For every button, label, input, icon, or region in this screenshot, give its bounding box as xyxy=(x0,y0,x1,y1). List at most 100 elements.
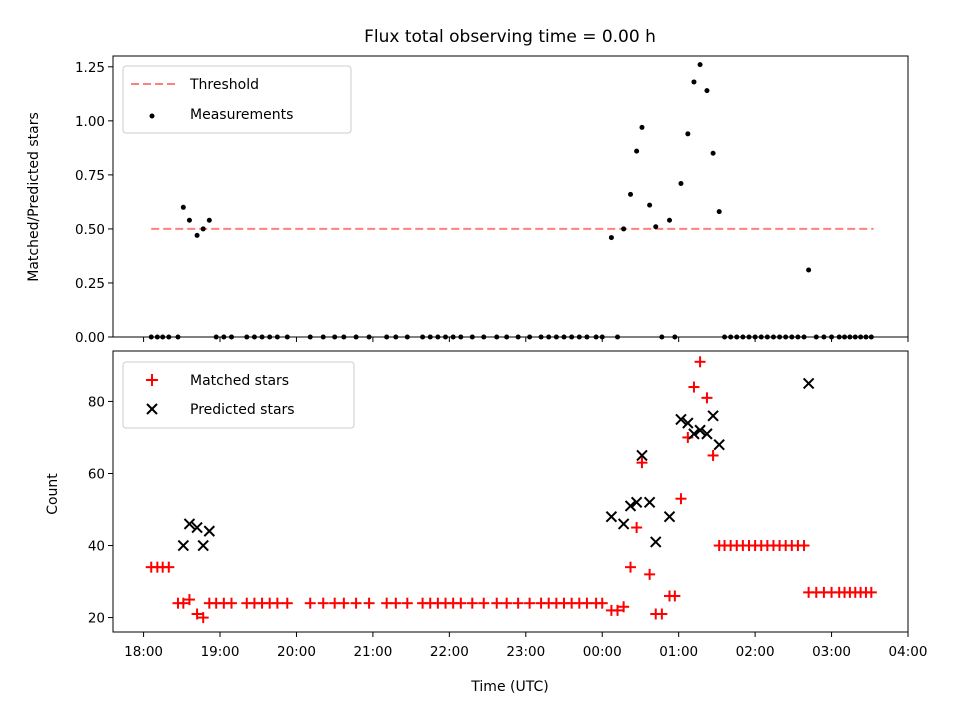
top-y-tick-label: 0.75 xyxy=(75,168,105,184)
bottom-panel-axes: 20 40 60 80 18:00 19:00 20:00 21:00 22:00 23:00 00… xyxy=(88,350,927,660)
bottom-panel-frame xyxy=(112,350,909,633)
matched-stars-point xyxy=(625,561,637,573)
matched-stars-point xyxy=(688,381,700,393)
matched-stars-point xyxy=(183,594,195,606)
measurements-point xyxy=(621,226,627,232)
legend-matched-swatch xyxy=(146,374,158,386)
measurements-point xyxy=(186,217,192,223)
predicted-stars-point xyxy=(177,539,190,552)
predicted-stars-point xyxy=(688,428,700,440)
matched-stars-point xyxy=(656,608,668,620)
top-panel-axes: 0.00 0.25 0.50 0.75 1.00 1.25 xyxy=(75,55,909,346)
predicted-stars-point xyxy=(694,424,706,436)
predicted-stars-point xyxy=(197,539,209,552)
matched-stars-point xyxy=(304,597,316,609)
matched-stars-point xyxy=(694,356,706,368)
x-tick-label: 19:00 xyxy=(201,644,240,660)
measurements-point xyxy=(697,62,703,68)
legend-threshold-label: Threshold xyxy=(189,77,259,93)
matched-stars-point xyxy=(317,597,329,609)
bottom-y-tick-label: 20 xyxy=(88,611,105,627)
matched-stars-point xyxy=(596,597,608,609)
predicted-stars-point xyxy=(650,536,662,548)
matched-stars-point xyxy=(524,597,536,609)
x-tick-label: 18:00 xyxy=(124,644,163,660)
matched-stars-point xyxy=(401,597,413,609)
measurements-point xyxy=(647,202,653,208)
predicted-stars-point xyxy=(617,518,630,530)
measurements-point xyxy=(639,124,645,130)
x-tick-label: 23:00 xyxy=(506,644,545,660)
top-y-tick-label: 0.00 xyxy=(75,330,105,346)
matched-stars-point xyxy=(197,612,209,624)
top-y-tick-label: 0.25 xyxy=(75,276,105,292)
x-tick-label: 03:00 xyxy=(812,644,851,660)
measurements-point xyxy=(806,267,812,273)
top-y-axis-label: Matched/Predicted stars xyxy=(26,112,42,282)
predicted-stars-point xyxy=(183,518,196,530)
matched-stars-point xyxy=(675,493,687,505)
bottom-legend: Matched stars Predicted stars xyxy=(122,361,355,429)
x-tick-label: 21:00 xyxy=(353,644,392,660)
matched-stars-point xyxy=(225,597,237,609)
predicted-stars-point xyxy=(663,511,676,523)
matched-stars-point xyxy=(636,457,648,469)
predicted-stars-point xyxy=(203,525,216,537)
measurements-point xyxy=(653,224,659,230)
measurements-point xyxy=(180,204,186,210)
matched-stars-point xyxy=(271,597,283,609)
top-panel-frame xyxy=(112,55,909,338)
bottom-y-tick-label: 80 xyxy=(88,394,105,410)
matched-stars-point xyxy=(618,601,630,613)
x-tick-label: 20:00 xyxy=(277,644,316,660)
measurements-point xyxy=(608,235,614,241)
predicted-stars-point xyxy=(624,500,637,512)
predicted-stars-point xyxy=(701,428,713,440)
measurements-point xyxy=(691,79,697,85)
bottom-y-tick-label: 40 xyxy=(88,539,105,555)
predicted-stars-point xyxy=(675,413,687,426)
measurements-point xyxy=(667,217,672,223)
matched-stars-point xyxy=(501,597,513,609)
predicted-stars-point xyxy=(191,521,203,534)
x-tick-label: 01:00 xyxy=(659,644,698,660)
bottom-y-tick-label: 60 xyxy=(88,466,105,482)
x-tick-label: 02:00 xyxy=(736,644,775,660)
measurements-point xyxy=(194,232,200,238)
legend-measurements-swatch xyxy=(149,113,155,119)
measurements-point xyxy=(716,209,722,215)
matched-stars-point xyxy=(707,449,719,461)
matched-stars-point xyxy=(329,597,341,609)
matched-stars-point xyxy=(466,597,478,609)
matched-stars-point xyxy=(390,597,402,609)
matched-stars-point xyxy=(363,597,375,609)
matched-stars-point xyxy=(644,568,656,580)
matched-stars-point xyxy=(669,590,681,602)
top-y-tick-label: 1.00 xyxy=(75,114,105,130)
bottom-y-axis-label: Count xyxy=(45,473,61,515)
matched-stars-point xyxy=(381,597,393,609)
legend-measurements-label: Measurements xyxy=(190,107,293,123)
measurements-point xyxy=(628,191,634,197)
predicted-stars-point xyxy=(713,438,725,451)
top-legend: Threshold Measurements xyxy=(122,65,352,134)
matched-stars-point xyxy=(350,597,362,609)
matched-stars-point xyxy=(191,608,203,620)
measurements-point xyxy=(634,148,640,154)
matched-stars-point xyxy=(478,597,490,609)
predicted-stars-point xyxy=(636,449,648,462)
measurements-point xyxy=(710,150,716,156)
measurements-point xyxy=(206,217,212,223)
measurements-point xyxy=(685,131,691,137)
matched-stars-point xyxy=(491,597,503,609)
predicted-stars-point xyxy=(605,511,618,523)
x-axis-label: Time (UTC) xyxy=(470,679,548,695)
measurements-point xyxy=(704,88,710,94)
predicted-stars-point xyxy=(630,496,643,509)
predicted-stars-point xyxy=(682,417,694,429)
matched-stars-point xyxy=(631,522,643,534)
legend-matched-label: Matched stars xyxy=(190,373,289,389)
legend-predicted-swatch xyxy=(146,403,158,415)
chart-title: Flux total observing time = 0.00 h xyxy=(364,27,656,47)
